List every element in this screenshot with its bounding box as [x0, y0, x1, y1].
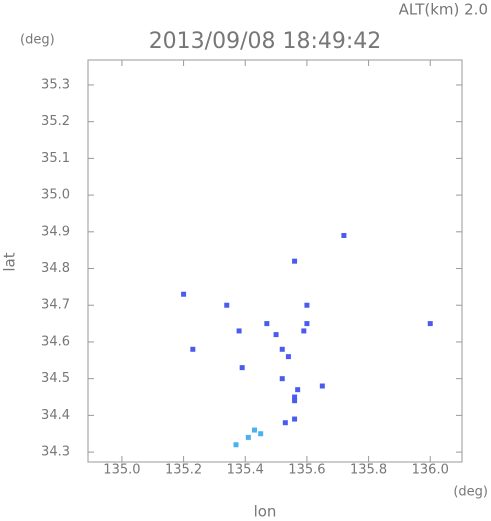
x-tick-label: 135.0	[103, 463, 140, 478]
x-tick-label: 136.0	[412, 463, 449, 478]
radar-echo	[282, 420, 288, 426]
radar-echo	[236, 328, 242, 334]
radar-echo	[292, 398, 298, 404]
y-tick-label: 34.9	[41, 224, 70, 239]
y-tick-label: 35.1	[41, 151, 70, 166]
altitude-label: ALT(km) 2.0	[399, 1, 488, 19]
radar-echo	[292, 416, 298, 422]
radar-echo	[224, 302, 230, 308]
y-tick-label: 35.0	[41, 188, 70, 203]
y-tick-label: 34.4	[41, 408, 70, 423]
radar-echo	[427, 321, 433, 327]
radar-echo	[279, 346, 285, 352]
radar-echo	[304, 302, 310, 308]
radar-echo	[245, 434, 251, 440]
radar-echo	[251, 427, 257, 433]
radar-echo	[341, 232, 347, 238]
x-tick-label: 135.6	[288, 463, 325, 478]
radar-echo	[285, 354, 291, 360]
radar-echo	[190, 346, 196, 352]
x-axis-label: lon	[254, 503, 277, 521]
y-axis-label: lat	[1, 252, 19, 271]
y-tick-label: 34.6	[41, 334, 70, 349]
radar-echo	[239, 365, 245, 371]
chart-title: 2013/09/08 18:49:42	[149, 29, 382, 54]
radar-echo	[292, 258, 298, 264]
x-tick-label: 135.2	[165, 463, 202, 478]
radar-echo	[273, 332, 279, 338]
radar-echo	[304, 321, 310, 327]
radar-echo	[258, 431, 264, 437]
radar-echo	[295, 387, 301, 393]
radar-echo	[301, 328, 307, 334]
radar-echo	[319, 383, 325, 389]
radar-echo	[279, 376, 285, 382]
y-tick-label: 34.7	[41, 298, 70, 313]
radar-echo	[292, 394, 298, 400]
radar-echo	[233, 442, 239, 448]
y-tick-label: 35.2	[41, 114, 70, 129]
y-unit: (deg)	[20, 33, 55, 48]
x-tick-label: 135.8	[350, 463, 387, 478]
x-tick-label: 135.4	[227, 463, 264, 478]
y-tick-label: 35.3	[41, 77, 70, 92]
y-tick-label: 34.5	[41, 371, 70, 386]
y-tick-label: 34.3	[41, 445, 70, 460]
plot-frame	[87, 59, 463, 463]
y-tick-label: 34.8	[41, 261, 70, 276]
radar-echo	[181, 291, 187, 297]
x-unit: (deg)	[453, 485, 488, 500]
radar-echo	[264, 321, 270, 327]
